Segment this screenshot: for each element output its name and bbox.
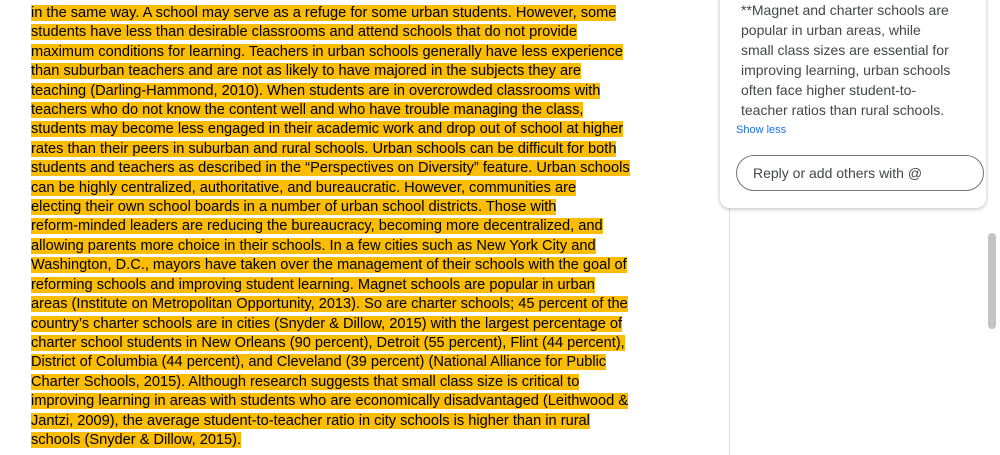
highlighted-text: students and teachers as described in th… [31,160,630,177]
document-text: in the same way. A school may serve as a… [31,4,671,450]
reply-input[interactable]: Reply or add others with @ [736,155,984,191]
text-line: students and teachers as described in th… [31,159,671,178]
text-line: Jantzi, 2009), the average student-to-te… [31,412,671,431]
comment-line: teacher ratios than rural schools. [741,102,945,118]
comment-card: **Magnet and charter schools are popular … [720,0,986,208]
text-line: reform-minded leaders are reducing the b… [31,217,671,236]
highlighted-text: reform-minded leaders are reducing the b… [31,218,603,235]
text-line: in the same way. A school may serve as a… [31,4,671,23]
text-line: rates than their peers in suburban and r… [31,140,671,159]
highlighted-text: Jantzi, 2009), the average student-to-te… [31,412,590,429]
text-line: improving learning in areas with student… [31,392,671,411]
text-line: can be highly centralized, authoritative… [31,179,671,198]
comment-line: **Magnet and charter schools are [741,2,949,18]
text-line: reforming schools and improving student … [31,276,671,295]
text-line: Washington, D.C., mayors have taken over… [31,256,671,275]
highlighted-text: allowing parents more choice in their sc… [31,237,596,254]
highlighted-text: rates than their peers in suburban and r… [31,140,617,157]
highlighted-text: District of Columbia (44 percent), and C… [31,354,607,371]
text-line: areas (Institute on Metropolitan Opportu… [31,295,671,314]
text-line: students may become less engaged in thei… [31,120,671,139]
text-line: charter school students in New Orleans (… [31,334,671,353]
text-line: schools (Snyder & Dillow, 2015). [31,431,671,450]
comment-line: improving learning, urban schools [741,62,951,78]
comment-line: often face higher student-to- [741,82,917,98]
comment-line: small class sizes are essential for [741,42,949,58]
highlighted-text: improving learning in areas with student… [31,393,629,410]
highlighted-text: can be highly centralized, authoritative… [31,179,577,196]
highlighted-text: teachers who do not know the content wel… [31,102,584,119]
highlighted-text: areas (Institute on Metropolitan Opportu… [31,296,628,313]
highlighted-text: Charter Schools, 2015). Although researc… [31,373,580,390]
scrollbar-thumb[interactable] [988,233,996,329]
text-line: country’s charter schools are in cities … [31,315,671,334]
highlighted-text: teaching (Darling-Hammond, 2010). When s… [31,82,601,99]
text-line: teachers who do not know the content wel… [31,101,671,120]
highlighted-text: than suburban teachers and are not as li… [31,63,582,80]
highlighted-text: students may become less engaged in thei… [31,121,624,138]
show-less-link[interactable]: Show less [736,124,787,136]
panel-border [729,205,730,455]
highlighted-text: maximum conditions for learning. Teacher… [31,43,623,60]
highlighted-text: students have less than desirable classr… [31,24,577,41]
text-line: District of Columbia (44 percent), and C… [31,353,671,372]
highlighted-text: in the same way. A school may serve as a… [31,5,617,21]
text-line: than suburban teachers and are not as li… [31,62,671,81]
highlighted-text: country’s charter schools are in cities … [31,315,623,332]
text-line: allowing parents more choice in their sc… [31,237,671,256]
comment-line: popular in urban areas, while [741,22,921,38]
highlighted-text: schools (Snyder & Dillow, 2015). [31,431,242,448]
text-line: electing their own school boards in a nu… [31,198,671,217]
text-line: maximum conditions for learning. Teacher… [31,43,671,62]
highlighted-text: Washington, D.C., mayors have taken over… [31,257,627,274]
text-line: teaching (Darling-Hammond, 2010). When s… [31,82,671,101]
text-line: Charter Schools, 2015). Although researc… [31,373,671,392]
highlighted-text: charter school students in New Orleans (… [31,334,625,351]
text-line: students have less than desirable classr… [31,23,671,42]
comment-text: **Magnet and charter schools are popular … [741,0,950,120]
highlighted-text: reforming schools and improving student … [31,276,595,293]
highlighted-text: electing their own school boards in a nu… [31,199,557,216]
